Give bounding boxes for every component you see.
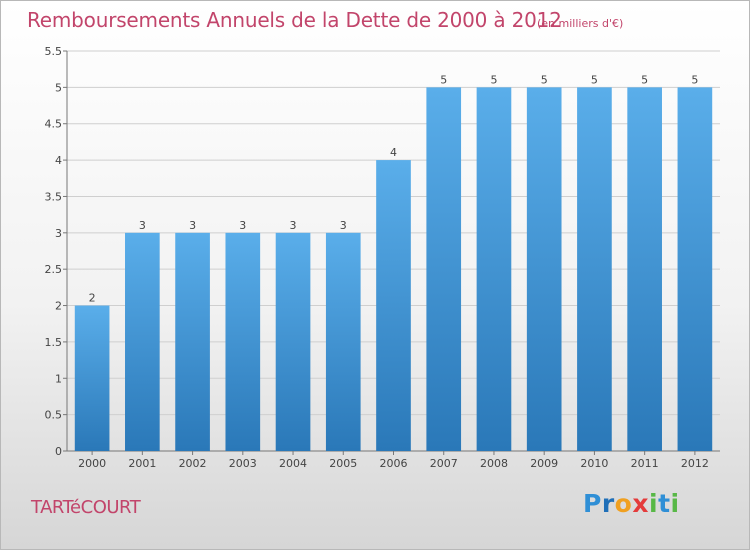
y-tick-label: 2.5	[45, 263, 63, 276]
bar	[376, 160, 411, 451]
bar	[325, 232, 361, 451]
y-tick-label: 4	[55, 154, 62, 167]
bar	[577, 87, 612, 451]
x-tick-label: 2008	[480, 457, 508, 470]
x-tick-label: 2000	[78, 457, 106, 470]
bar	[175, 232, 210, 451]
bar	[74, 305, 110, 451]
logo-letter: t	[658, 489, 671, 518]
bar	[677, 87, 713, 451]
logo-letter: o	[614, 489, 633, 518]
x-tick-label: 2003	[229, 457, 257, 470]
data-label: 5	[641, 73, 648, 86]
x-tick-label: 2012	[681, 457, 709, 470]
data-label: 3	[189, 219, 196, 232]
chart-title: Remboursements Annuels de la Dette de 20…	[27, 8, 562, 32]
logo-letter: i	[670, 489, 680, 518]
y-tick-label: 3	[55, 227, 62, 240]
x-tick-label: 2004	[279, 457, 307, 470]
bar	[275, 232, 311, 451]
logo-letter: r	[601, 489, 615, 518]
y-tick-label: 5	[55, 81, 62, 94]
y-tick-label: 5.5	[45, 45, 63, 58]
logo-letter: P	[583, 489, 602, 518]
bar	[526, 87, 562, 451]
y-tick-label: 2	[55, 300, 62, 313]
y-tick-label: 1.5	[45, 336, 63, 349]
bar	[125, 232, 160, 451]
data-label: 3	[290, 219, 297, 232]
data-label: 3	[239, 219, 246, 232]
x-tick-label: 2010	[580, 457, 608, 470]
data-label: 3	[340, 219, 347, 232]
y-tick-label: 0	[55, 445, 62, 458]
y-tick-label: 0.5	[45, 409, 63, 422]
data-label: 5	[591, 73, 598, 86]
proxiti-logo: Proxiti	[583, 489, 680, 518]
x-tick-label: 2007	[430, 457, 458, 470]
commune-name: TARTéCOURT	[31, 497, 141, 518]
data-label: 2	[89, 292, 96, 305]
y-tick-label: 4.5	[45, 118, 63, 131]
x-tick-label: 2005	[329, 457, 357, 470]
bar	[225, 232, 261, 451]
logo-letter: x	[632, 489, 649, 518]
y-tick-label: 1	[55, 372, 62, 385]
x-tick-label: 2009	[530, 457, 558, 470]
bar	[426, 87, 462, 451]
bar	[476, 87, 512, 451]
logo-letter: i	[649, 489, 659, 518]
y-tick-label: 3.5	[45, 190, 63, 203]
data-label: 5	[541, 73, 548, 86]
data-label: 4	[390, 146, 397, 159]
x-tick-label: 2006	[380, 457, 408, 470]
x-tick-label: 2002	[179, 457, 207, 470]
data-label: 3	[139, 219, 146, 232]
bar	[627, 87, 662, 451]
chart-subtitle: (en milliers d'€)	[537, 17, 624, 30]
x-tick-label: 2011	[631, 457, 659, 470]
data-label: 5	[490, 73, 497, 86]
data-label: 5	[440, 73, 447, 86]
data-label: 5	[691, 73, 698, 86]
x-tick-label: 2001	[128, 457, 156, 470]
